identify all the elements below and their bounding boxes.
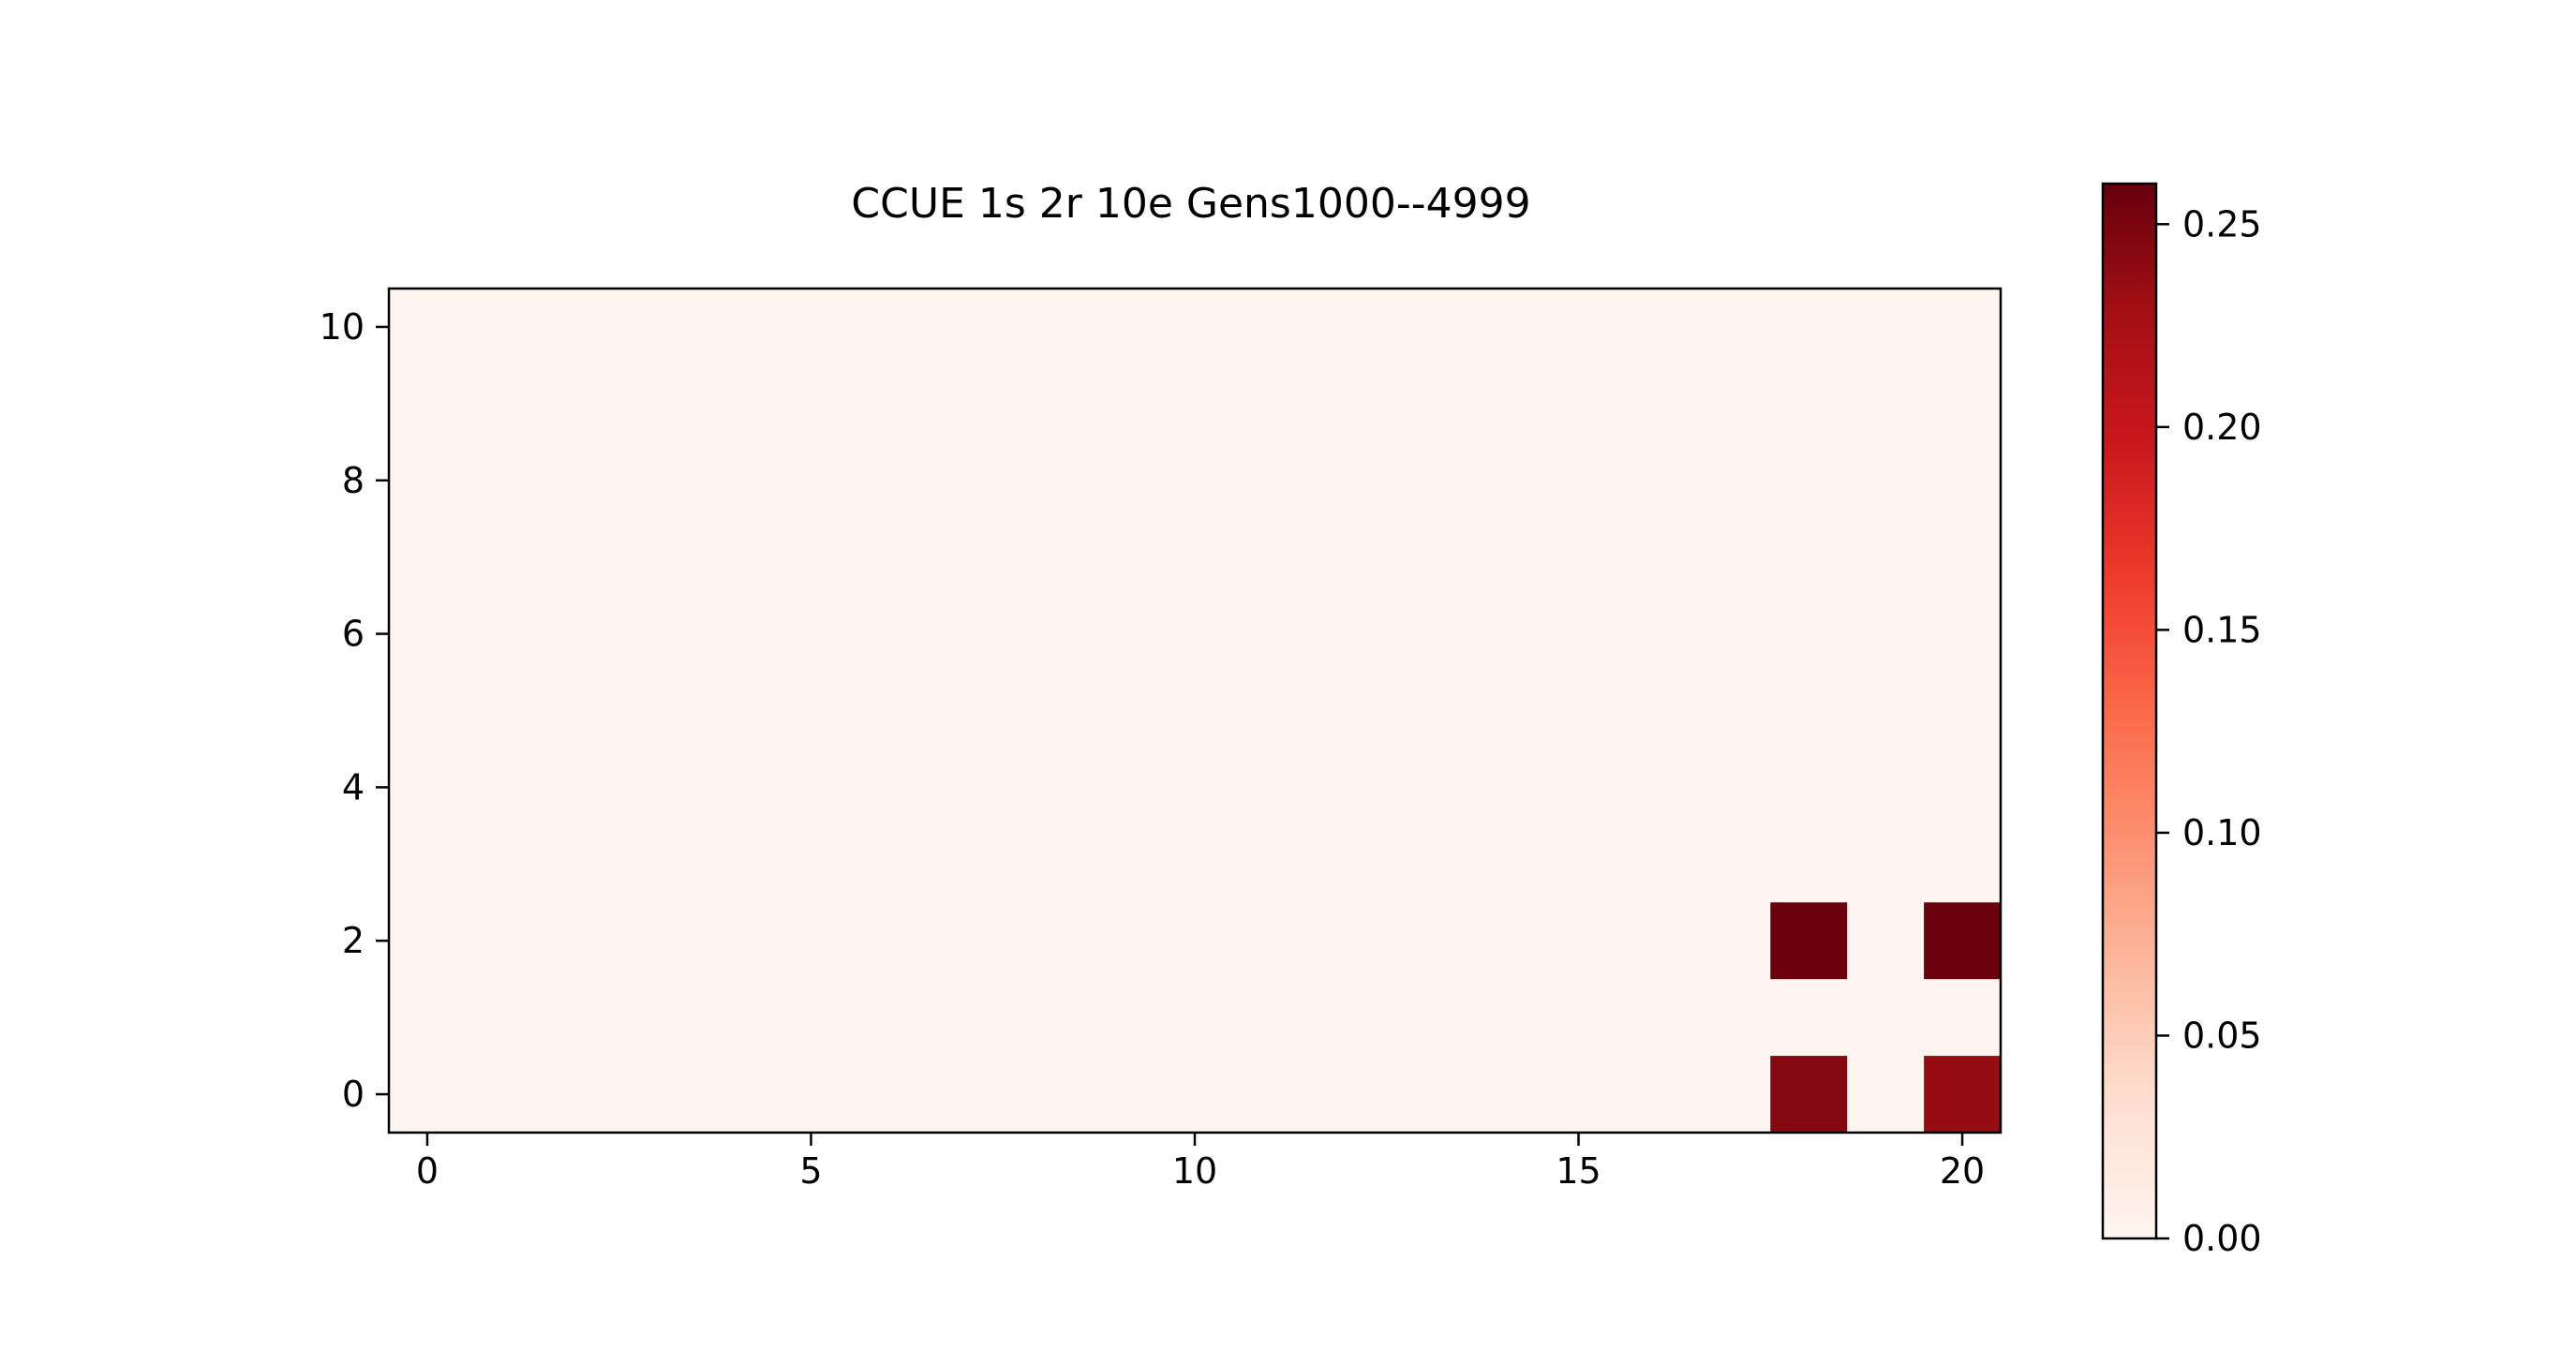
y-tick-label: 8 <box>342 460 365 501</box>
colorbar-tick-label: 0.10 <box>2182 812 2262 853</box>
heatmap-background <box>389 289 2001 1133</box>
heatmap-cell <box>1924 902 2001 980</box>
colorbar-tick-label: 0.25 <box>2182 203 2262 245</box>
x-tick-label: 5 <box>799 1150 822 1192</box>
y-axis: 0 2 4 6 8 10 <box>320 306 389 1115</box>
heatmap-cell <box>1770 902 1848 980</box>
chart-title: CCUE 1s 2r 10e Gens1000--4999 <box>851 180 1530 228</box>
colorbar-tick-label: 0.15 <box>2182 609 2262 650</box>
x-tick-label: 10 <box>1172 1150 1217 1192</box>
x-tick-label: 0 <box>416 1150 439 1192</box>
y-tick-label: 6 <box>342 614 365 655</box>
colorbar-tick-label: 0.00 <box>2182 1218 2262 1259</box>
y-tick-label: 4 <box>342 766 365 808</box>
colorbar-tick-label: 0.05 <box>2182 1015 2262 1056</box>
colorbar-tick-label: 0.20 <box>2182 407 2262 448</box>
colorbar-gradient <box>2103 184 2156 1238</box>
x-tick-label: 15 <box>1556 1150 1601 1192</box>
heatmap-cells <box>1770 902 2001 1133</box>
y-tick-label: 10 <box>320 306 365 348</box>
heatmap-cell <box>1770 1056 1848 1133</box>
colorbar-frame <box>2101 182 2158 1240</box>
x-tick-label: 20 <box>1940 1150 1985 1192</box>
colorbar: 0.00 0.05 0.10 0.15 0.20 0.25 <box>2101 182 2262 1259</box>
heatmap-cell <box>1924 1056 2001 1133</box>
y-tick-label: 0 <box>342 1074 365 1115</box>
colorbar-ticks: 0.00 0.05 0.10 0.15 0.20 0.25 <box>2156 203 2262 1259</box>
y-tick-label: 2 <box>342 920 365 961</box>
x-axis: 0 5 10 15 20 <box>416 1133 1985 1192</box>
heatmap-plot-area <box>387 287 2003 1134</box>
